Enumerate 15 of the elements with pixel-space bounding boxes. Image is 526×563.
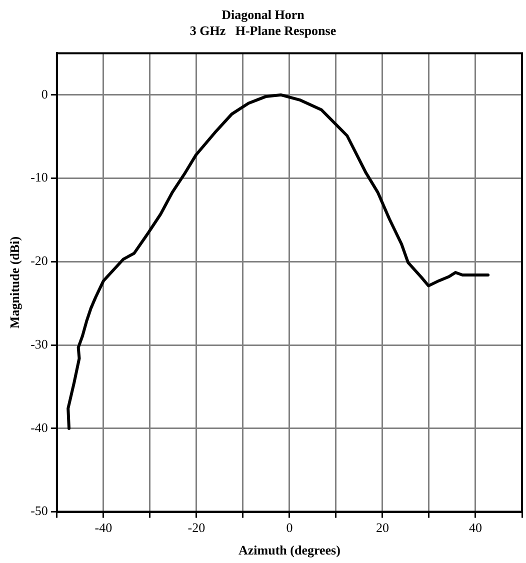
x-tick-label: -40 xyxy=(94,520,112,536)
y-tick-label: -20 xyxy=(30,253,48,268)
text: 3 GHz H-Plane Response xyxy=(190,22,336,38)
y-tick-label: -50 xyxy=(30,503,48,518)
x-tick-label: 20 xyxy=(376,520,389,536)
y-tick-label: -10 xyxy=(30,170,48,185)
y-tick-label: 0 xyxy=(41,86,48,102)
text: Diagonal Horn xyxy=(222,7,304,22)
x-tick-label: 40 xyxy=(468,520,482,536)
x-tick-label: 0 xyxy=(286,520,293,536)
y-tick-label: -30 xyxy=(30,336,48,352)
x-tick-label: -20 xyxy=(188,520,206,536)
y-tick-label: -40 xyxy=(30,420,48,435)
x-axis-title: Azimuth (degrees) xyxy=(238,542,340,558)
y-axis-title: Magnitude (dBi) xyxy=(7,236,22,329)
